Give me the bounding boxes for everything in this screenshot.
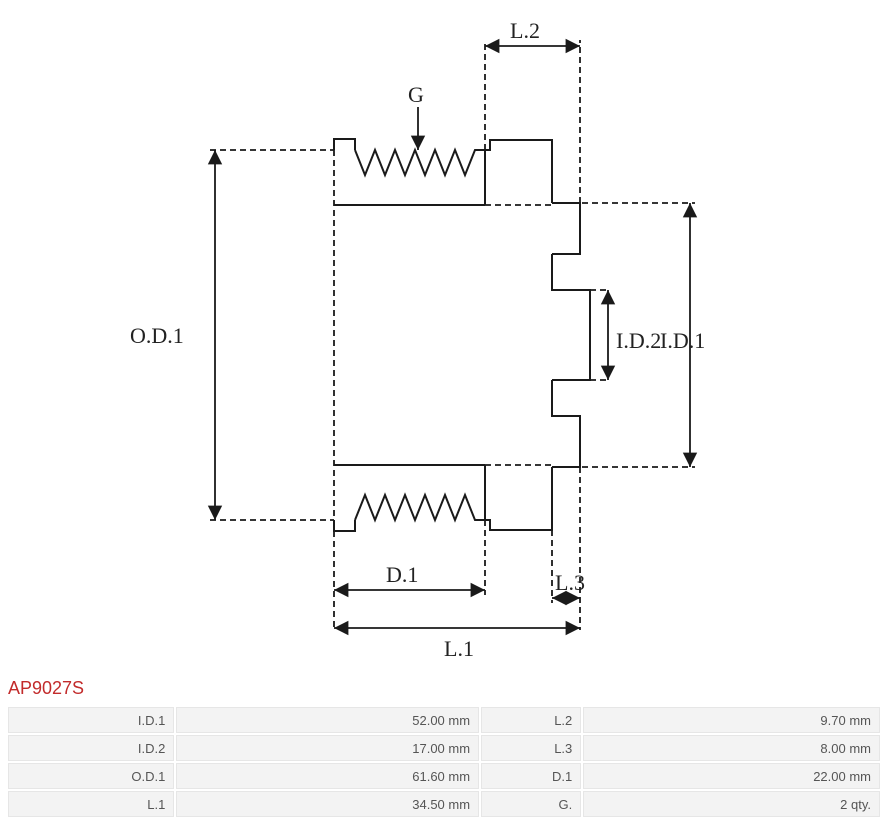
spec-label: G. (481, 791, 581, 817)
spec-value: 2 qty. (583, 791, 880, 817)
table-row: I.D.217.00 mmL.38.00 mm (8, 735, 880, 761)
label-d1: D.1 (386, 562, 418, 587)
spec-value: 17.00 mm (176, 735, 479, 761)
label-l3: L.3 (555, 570, 585, 595)
spec-value: 22.00 mm (583, 763, 880, 789)
spec-label: O.D.1 (8, 763, 174, 789)
spec-label: D.1 (481, 763, 581, 789)
label-g: G (408, 82, 424, 107)
spec-value: 34.50 mm (176, 791, 479, 817)
table-row: O.D.161.60 mmD.122.00 mm (8, 763, 880, 789)
spec-table: I.D.152.00 mmL.29.70 mmI.D.217.00 mmL.38… (6, 705, 882, 819)
spec-label: L.3 (481, 735, 581, 761)
part-number: AP9027S (0, 670, 889, 705)
spec-label: L.2 (481, 707, 581, 733)
spec-value: 8.00 mm (583, 735, 880, 761)
table-row: I.D.152.00 mmL.29.70 mm (8, 707, 880, 733)
label-od1: O.D.1 (130, 323, 184, 348)
technical-diagram: O.D.1 I.D.1 I.D.2 L.2 D.1 L.3 L.1 G (0, 0, 889, 670)
spec-value: 9.70 mm (583, 707, 880, 733)
spec-label: I.D.2 (8, 735, 174, 761)
label-l2: L.2 (510, 18, 540, 43)
spec-label: L.1 (8, 791, 174, 817)
spec-value: 52.00 mm (176, 707, 479, 733)
label-id2: I.D.2 (616, 328, 661, 353)
table-row: L.134.50 mmG.2 qty. (8, 791, 880, 817)
spec-value: 61.60 mm (176, 763, 479, 789)
spec-label: I.D.1 (8, 707, 174, 733)
label-l1: L.1 (444, 636, 474, 661)
diagram-svg: O.D.1 I.D.1 I.D.2 L.2 D.1 L.3 L.1 G (0, 0, 889, 670)
label-id1: I.D.1 (660, 328, 705, 353)
